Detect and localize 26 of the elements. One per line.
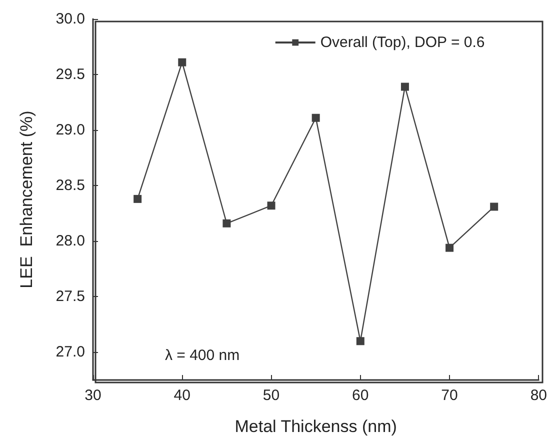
x-tick-label: 40: [174, 387, 190, 404]
point: [356, 337, 364, 346]
y-tick-label: 27.5: [56, 288, 85, 306]
legend-label: Overall (Top), DOP = 0.6: [320, 34, 485, 51]
x-tick-label: 60: [352, 387, 369, 404]
point: [222, 219, 231, 228]
x-tick-label: 30: [84, 387, 102, 404]
x-tick-label: 50: [262, 387, 280, 404]
point: [267, 202, 276, 210]
annotation: λ = 400 nm: [165, 347, 240, 364]
y-tick-label: 29.0: [56, 122, 85, 139]
y-tick-label: 29.5: [56, 66, 85, 84]
y-tick-label: 28.5: [56, 177, 85, 194]
point: [490, 202, 498, 211]
point: [178, 58, 186, 66]
point: [134, 194, 142, 203]
point: [312, 114, 320, 122]
y-tick-label: 27.0: [56, 344, 85, 361]
point: [446, 244, 454, 252]
x-tick-label: 80: [530, 387, 547, 404]
y-axis-title: LEE Enhancement (%): [17, 110, 36, 288]
y-tick-label: 28.0: [56, 232, 85, 250]
x-axis-title: Metal Thickenss (nm): [234, 417, 397, 436]
y-tick-label: 30.0: [56, 10, 85, 28]
point: [400, 82, 409, 91]
x-tick-label: 70: [441, 387, 458, 404]
